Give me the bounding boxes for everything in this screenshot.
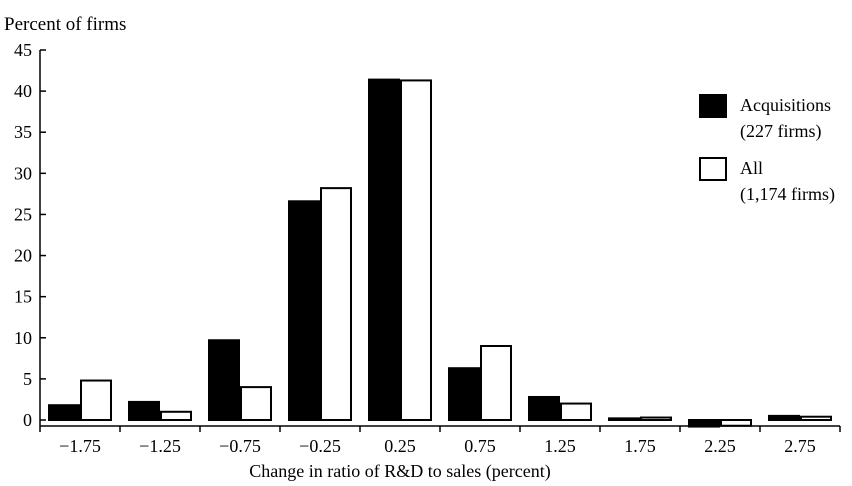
legend-swatch-acquisitions: [699, 94, 727, 118]
bars: [48, 78, 832, 428]
x-tick-label: 2.25: [704, 436, 736, 456]
x-tick-label: −0.75: [219, 436, 261, 456]
y-tick-label: 10: [14, 328, 32, 348]
legend-label-all: All: [740, 158, 763, 178]
y-tick-label: 35: [14, 122, 32, 142]
bar-acquisitions: [208, 339, 240, 421]
bar-all: [320, 187, 352, 421]
bar-all: [400, 79, 432, 422]
x-tick-label: −1.25: [139, 436, 181, 456]
y-axis-label: Percent of firms: [4, 14, 126, 35]
bar-acquisitions: [688, 419, 720, 428]
bar-acquisitions: [608, 417, 640, 422]
y-tick-label: 20: [14, 246, 32, 266]
y-tick-label: 5: [23, 369, 32, 389]
bar-acquisitions: [528, 395, 560, 422]
x-tick-label: 2.75: [784, 436, 816, 456]
bar-acquisitions: [48, 404, 80, 422]
bar-acquisitions: [128, 400, 160, 421]
bar-all: [480, 345, 512, 421]
x-tick-label: 0.75: [464, 436, 496, 456]
bar-all: [720, 419, 752, 427]
y-tick-label: 0: [23, 410, 32, 430]
legend: Acquisitions (227 firms) All (1,174 firm…: [699, 94, 835, 205]
x-tick-label: 0.25: [384, 436, 416, 456]
x-tick-label: 1.75: [624, 436, 656, 456]
y-tick-label: 30: [14, 163, 32, 183]
bar-all: [240, 386, 272, 422]
bar-all: [160, 410, 192, 421]
bar-acquisitions: [448, 367, 480, 422]
bar-all: [80, 379, 112, 421]
y-tick-label: 25: [14, 204, 32, 224]
bar-acquisitions: [288, 200, 320, 421]
x-axis-label: Change in ratio of R&D to sales (percent…: [249, 461, 550, 482]
y-tick-label: 45: [14, 40, 32, 60]
bar-acquisitions: [768, 414, 800, 421]
x-tick-label: −1.75: [59, 436, 101, 456]
legend-label-acquisitions: Acquisitions: [740, 95, 831, 115]
bar-all: [800, 415, 832, 422]
bar-acquisitions: [368, 78, 400, 421]
x-tick-label: 1.25: [544, 436, 576, 456]
bar-all: [560, 402, 592, 421]
axes: 0 5 10 15 20 25 30 35 40 45 −1.75 −1.25 −0.75 −0.25 0.…: [14, 40, 841, 456]
bar-all: [640, 416, 672, 421]
legend-swatch-all: [699, 157, 727, 181]
legend-note-acquisitions: (227 firms): [740, 121, 821, 142]
y-tick-label: 40: [14, 81, 32, 101]
x-tick-label: −0.25: [299, 436, 341, 456]
legend-note-all: (1,174 firms): [740, 184, 835, 205]
y-tick-label: 15: [14, 287, 32, 307]
